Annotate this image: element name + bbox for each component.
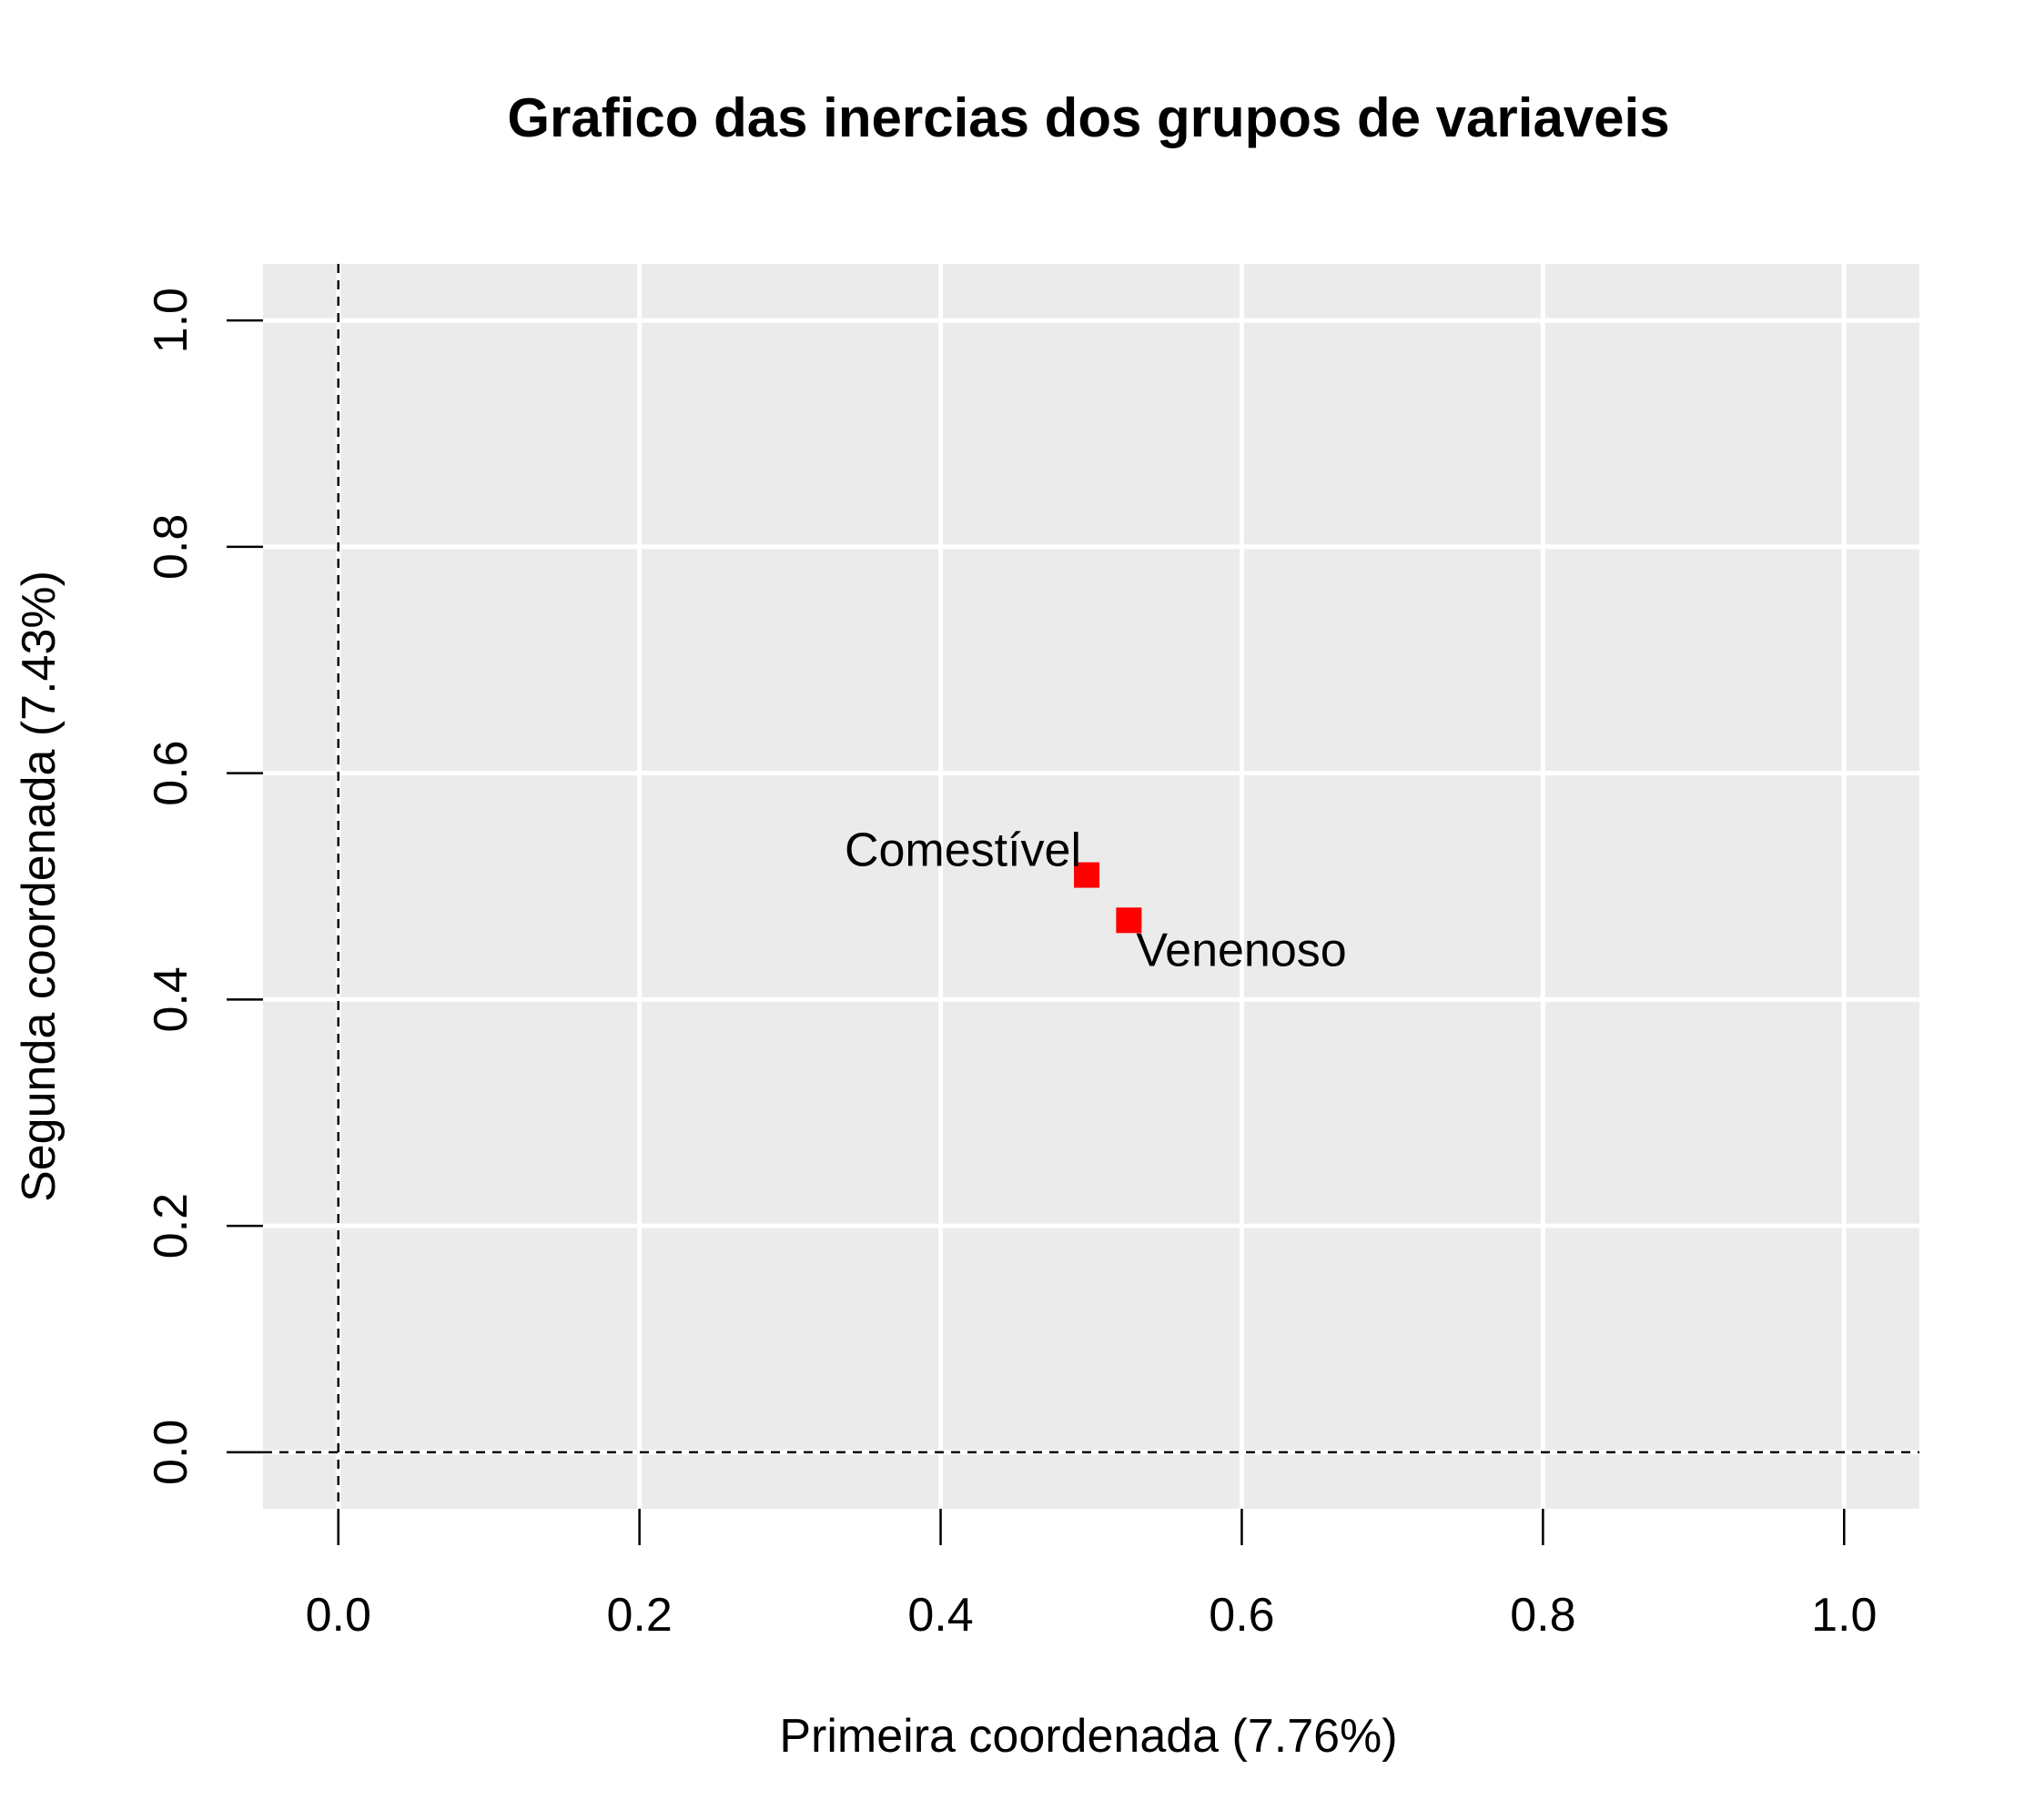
- y-tick-label: 0.0: [145, 1420, 197, 1485]
- y-axis-label: Segunda coordenada (7.43%): [13, 571, 66, 1202]
- x-tick-label: 0.2: [606, 1589, 672, 1642]
- x-axis-label: Primeira coordenada (7.76%): [779, 1710, 1397, 1763]
- chart-title: Grafico das inercias dos grupos de varia…: [507, 87, 1669, 148]
- y-tick-label: 0.6: [145, 740, 197, 805]
- data-point: [1116, 907, 1142, 934]
- y-tick-label: 0.8: [145, 514, 197, 580]
- grid-lines: [263, 264, 1919, 1509]
- x-tick-label: 0.8: [1510, 1589, 1575, 1642]
- x-tick-label: 0.6: [1209, 1589, 1274, 1642]
- data-point: [1074, 862, 1100, 888]
- reference-lines: [263, 264, 1919, 1509]
- data-points: Comestível Venenoso: [845, 824, 1347, 977]
- data-point-label: Comestível: [845, 824, 1081, 877]
- x-tick-label: 1.0: [1811, 1589, 1877, 1642]
- y-tick-label: 1.0: [145, 288, 197, 353]
- axis-ticks: 0.0 0.2 0.4 0.6 0.8 1.0 0.0 0.2 0.4 0.6 0.8 1.0: [145, 288, 1877, 1642]
- x-tick-label: 0.4: [907, 1589, 973, 1642]
- y-tick-label: 0.4: [145, 966, 197, 1032]
- data-point-label: Venenoso: [1136, 924, 1346, 976]
- y-tick-label: 0.2: [145, 1193, 197, 1259]
- x-tick-label: 0.0: [306, 1589, 371, 1642]
